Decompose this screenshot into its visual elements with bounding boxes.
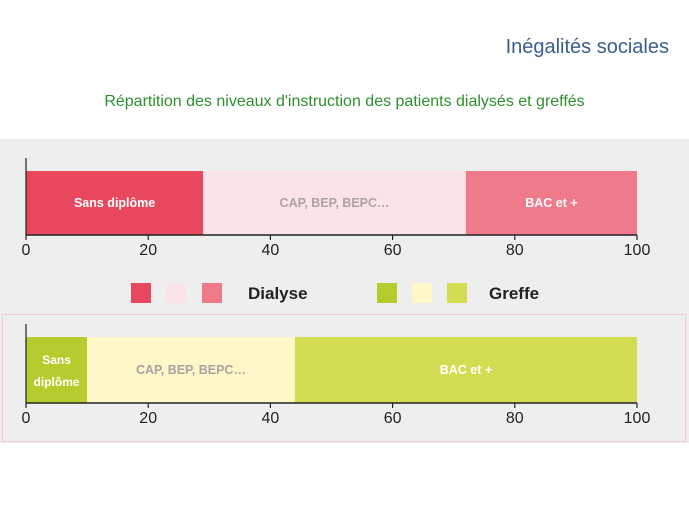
- dialyse-axis: 0 20 40 60 80 100: [22, 158, 651, 259]
- x-tick-label: 60: [384, 410, 402, 427]
- bar-segment-cap: [87, 337, 295, 403]
- bar-segment-cap: [203, 171, 466, 235]
- bar-label-cap: CAP, BEP, BEPC…: [280, 196, 390, 210]
- greffe-bar: Sans diplôme CAP, BEP, BEPC… BAC et +: [26, 337, 637, 403]
- x-tick-label: 20: [139, 242, 157, 259]
- legend-swatch-greffe-cap: [412, 283, 432, 303]
- bar-label-sans: Sans diplôme: [74, 196, 155, 210]
- x-tick-label: 0: [22, 242, 31, 259]
- x-tick-label: 100: [624, 242, 651, 259]
- legend-swatch-greffe-sans: [377, 283, 397, 303]
- bar-label-bac: BAC et +: [525, 196, 577, 210]
- legend-swatch-dialyse-cap: [166, 283, 186, 303]
- bar-label-bac: BAC et +: [440, 363, 492, 377]
- x-tick-label: 0: [22, 410, 31, 427]
- x-tick-label: 80: [506, 242, 524, 259]
- bar-label-sans: Sans diplôme: [34, 353, 80, 389]
- bar-label-cap: CAP, BEP, BEPC…: [136, 363, 246, 377]
- greffe-axis: 0 20 40 60 80 100: [22, 324, 651, 427]
- chart-subtitle: Répartition des niveaux d'instruction de…: [104, 93, 585, 110]
- legend-label-dialyse: Dialyse: [248, 284, 308, 303]
- x-tick-label: 100: [624, 410, 651, 427]
- legend: Dialyse Greffe: [131, 283, 539, 303]
- dialyse-bar: Sans diplôme CAP, BEP, BEPC… BAC et +: [26, 171, 637, 235]
- x-tick-label: 40: [262, 410, 280, 427]
- legend-swatch-greffe-bac: [447, 283, 467, 303]
- x-tick-label: 20: [139, 410, 157, 427]
- legend-swatch-dialyse-bac: [202, 283, 222, 303]
- bar-segment-sans: [26, 171, 204, 235]
- x-tick-label: 40: [262, 242, 280, 259]
- slide-title: Inégalités sociales: [505, 36, 669, 58]
- legend-swatch-dialyse-sans: [131, 283, 151, 303]
- x-tick-label: 60: [384, 242, 402, 259]
- bar-segment-bac: [294, 337, 637, 403]
- legend-label-greffe: Greffe: [489, 284, 539, 303]
- bar-segment-sans: [26, 337, 88, 403]
- x-tick-label: 80: [506, 410, 524, 427]
- bar-segment-bac: [465, 171, 637, 235]
